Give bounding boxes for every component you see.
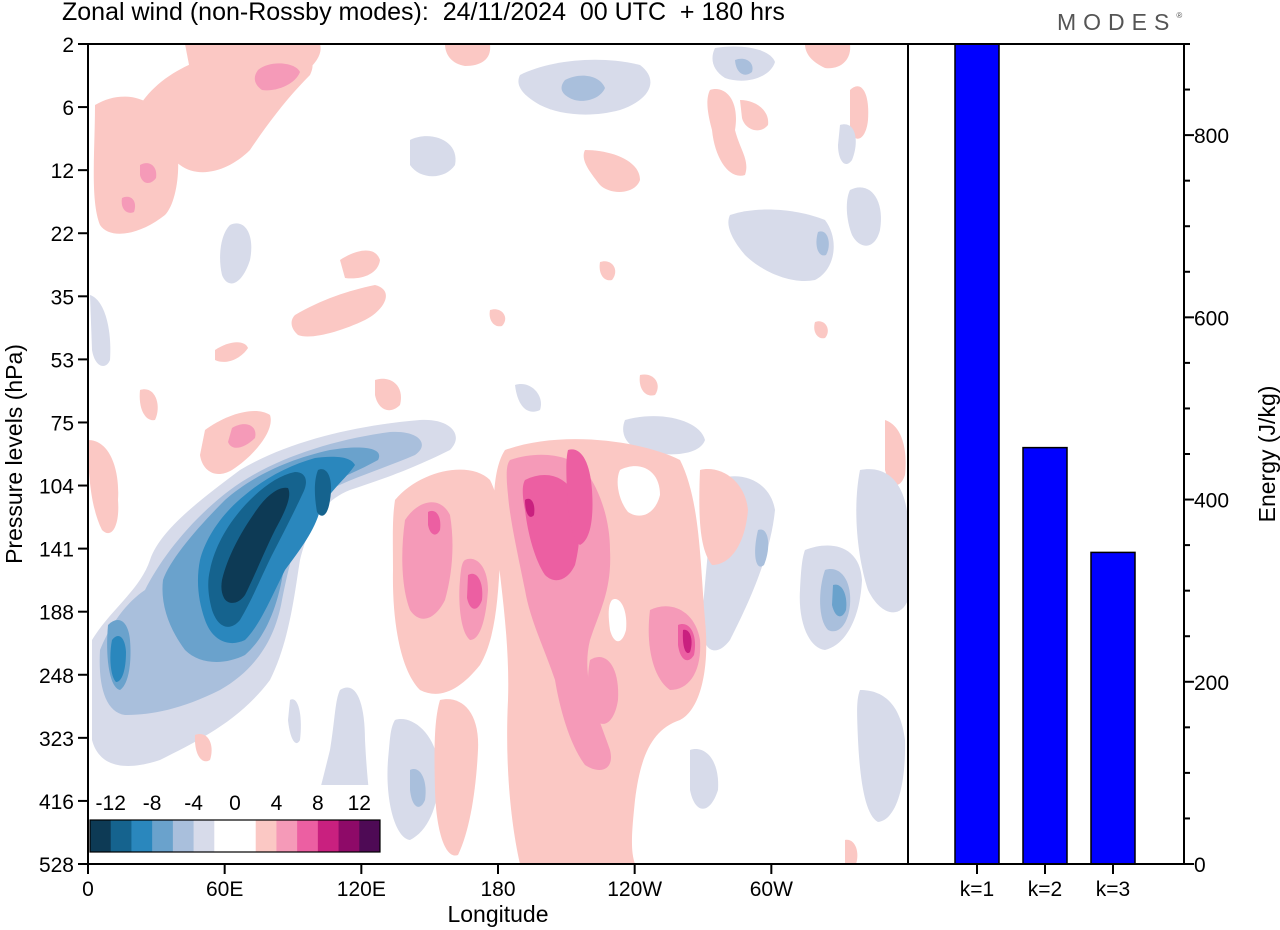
y-tick-label: 53 [51, 349, 74, 372]
colorbar-label: 4 [271, 792, 283, 815]
y-tick-label: 35 [51, 286, 74, 309]
energy-bar [954, 43, 1000, 865]
colorbar-swatch [152, 820, 174, 852]
colorbar-swatch [172, 820, 195, 852]
x-axis: 0 60E 120E 180 120W 60W [82, 864, 793, 901]
colorbar-labels: -12 -8 -4 0 4 8 12 [96, 792, 371, 815]
colorbar-swatch [297, 820, 319, 852]
bar-y-tick-label: 600 [1194, 307, 1229, 330]
x-tick-label: 120E [337, 878, 386, 901]
x-axis-label: Longitude [447, 901, 548, 927]
colorbar-frame [89, 819, 381, 853]
energy-bar [1090, 551, 1136, 865]
y-tick-label: 141 [39, 539, 74, 562]
colorbar-swatch [338, 820, 360, 852]
bar-y-axis-label: Energy (J/kg) [1254, 386, 1280, 523]
bar-y-axis: 0 200 400 600 800 [1184, 43, 1229, 877]
registered-mark: ® [1176, 11, 1183, 20]
colorbar-swatch [359, 820, 381, 852]
x-tick-label: 120W [607, 878, 662, 901]
y-tick-label: 188 [39, 602, 74, 625]
bar-y-tick-label: 400 [1194, 490, 1229, 513]
contour-region [93, 44, 869, 234]
y-tick-label: 2 [62, 34, 74, 57]
contour-region [194, 439, 858, 864]
y-tick-label: 6 [62, 97, 74, 120]
y-tick-label: 248 [39, 665, 74, 688]
y-tick-label: 104 [39, 476, 74, 499]
colorbar-swatch [90, 820, 112, 852]
bar-x-axis: k=1 k=2 k=3 [960, 864, 1130, 901]
x-tick-label: 180 [480, 878, 515, 901]
colorbar-swatch [131, 820, 153, 852]
colorbar-label: 12 [348, 792, 371, 815]
energy-bar [1022, 446, 1068, 865]
colorbar-label: -12 [96, 792, 126, 815]
y-axis: 2 6 12 22 35 53 75 104 141 188 248 323 416 528 [39, 34, 88, 877]
y-tick-label: 22 [51, 223, 74, 246]
bar-y-tick-label: 800 [1194, 125, 1229, 148]
colorbar-label: -8 [143, 792, 162, 815]
y-tick-label: 12 [51, 160, 74, 183]
contour-region [88, 250, 906, 534]
colorbar-swatch [193, 820, 215, 852]
contour-region [92, 419, 456, 766]
colorbar-swatch [255, 820, 277, 852]
colorbar-swatches [90, 820, 381, 852]
colorbar-swatch [110, 820, 132, 852]
bar-category-label: k=3 [1096, 878, 1130, 901]
y-tick-label: 416 [39, 791, 74, 814]
y-axis-label: Pressure levels (hPa) [1, 344, 27, 564]
x-tick-label: 60E [206, 878, 243, 901]
bar-category-label: k=1 [960, 878, 994, 901]
colorbar-label: 8 [312, 792, 324, 815]
brand-logo: MODES® [1057, 9, 1182, 36]
colorbar-label: 0 [229, 792, 241, 815]
colorbar-swatch [235, 820, 257, 852]
x-tick-label: 60W [750, 878, 793, 901]
y-tick-label: 323 [39, 728, 74, 751]
energy-bar-panel: k=1 k=2 k=3 0 200 400 600 800 Energy (J/kg) [908, 43, 1280, 901]
colorbar-label: -4 [184, 792, 203, 815]
colorbar-swatch [276, 820, 298, 852]
bar-y-tick-label: 0 [1194, 854, 1206, 877]
bar-category-label: k=2 [1028, 878, 1062, 901]
chart-title: Zonal wind (non-Rossby modes): 24/11/202… [62, 0, 785, 26]
bar-y-tick-label: 200 [1194, 672, 1229, 695]
y-tick-label: 75 [51, 412, 74, 435]
brand-text: MODES [1057, 9, 1177, 35]
contour-region [90, 46, 881, 455]
colorbar-swatch [214, 820, 236, 852]
heatmap-panel [88, 44, 908, 864]
x-tick-label: 0 [82, 878, 94, 901]
y-tick-label: 528 [39, 854, 74, 877]
colorbar-swatch [317, 820, 340, 852]
bars [954, 43, 1136, 865]
